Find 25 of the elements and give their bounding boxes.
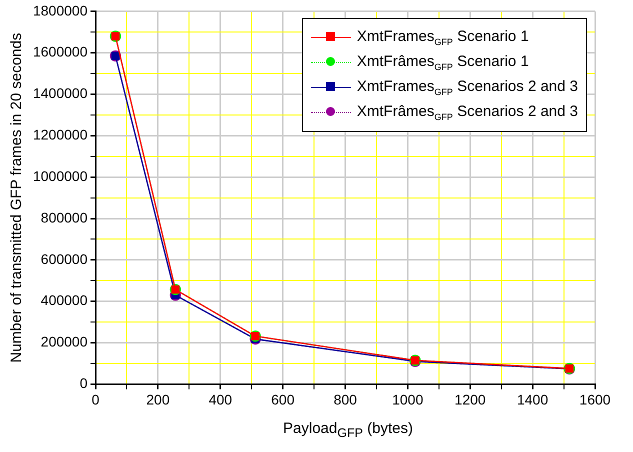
y-tick-label: 1000000 bbox=[32, 168, 88, 184]
x-tick-label: 600 bbox=[271, 391, 295, 408]
x-tick-label: 200 bbox=[146, 391, 170, 408]
y-tick-label: 400000 bbox=[40, 292, 88, 308]
y-tick-label: 1600000 bbox=[32, 44, 88, 60]
y-axis-title: Number of transmitted GFP frames in 20 seconds bbox=[8, 32, 26, 363]
legend-label: XmtFrâmes$_{GFP}$ Scenario 1 bbox=[356, 53, 529, 72]
x-tick-label: 1600 bbox=[579, 391, 611, 408]
x-axis-title: Payload$_{GFP}$ (bytes) bbox=[282, 420, 414, 440]
y-tick-label: 0 bbox=[80, 375, 88, 392]
legend-label: XmtFrâmes$_{GFP}$ Scenarios 2 and 3 bbox=[356, 103, 578, 122]
x-tick-label: 400 bbox=[208, 391, 232, 408]
x-tick-label: 1200 bbox=[454, 391, 486, 408]
y-tick-label: 200000 bbox=[40, 334, 88, 350]
y-tick-label: 1400000 bbox=[32, 85, 88, 102]
x-tick-label: 1000 bbox=[392, 391, 424, 408]
y-tick-label: 1200000 bbox=[32, 126, 88, 143]
x-tick-label: 1400 bbox=[516, 391, 548, 408]
y-tick-label: 800000 bbox=[40, 209, 88, 226]
legend-label: XmtFrames$_{GFP}$ Scenarios 2 and 3 bbox=[356, 78, 578, 97]
x-tick-label: 800 bbox=[334, 391, 358, 408]
y-tick-label: 1800000 bbox=[32, 2, 88, 18]
legend-label: XmtFrames$_{GFP}$ Scenario 1 bbox=[356, 28, 529, 47]
x-tick-label: 0 bbox=[92, 391, 100, 408]
y-tick-label: 600000 bbox=[40, 250, 88, 267]
